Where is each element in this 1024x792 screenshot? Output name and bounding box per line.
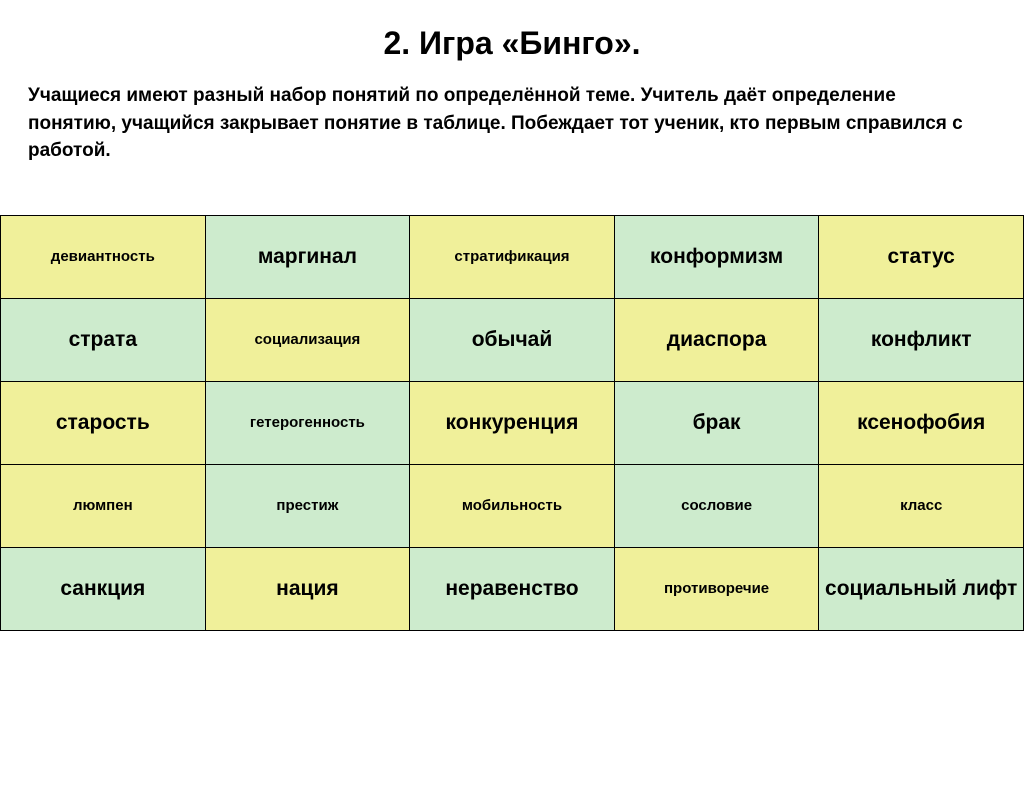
table-row: люмпен престиж мобильность сословие клас… — [1, 464, 1024, 547]
table-cell: противоречие — [614, 547, 819, 630]
table-cell: нация — [205, 547, 410, 630]
page-description: Учащиеся имеют разный набор понятий по о… — [28, 82, 989, 165]
table-cell: девиантность — [1, 215, 206, 298]
table-cell: класс — [819, 464, 1024, 547]
table-cell: мобильность — [410, 464, 615, 547]
table-cell: неравенство — [410, 547, 615, 630]
table-cell: люмпен — [1, 464, 206, 547]
table-cell: сословие — [614, 464, 819, 547]
table-row: страта социализация обычай диаспора конф… — [1, 298, 1024, 381]
table-cell: брак — [614, 381, 819, 464]
table-cell: обычай — [410, 298, 615, 381]
bingo-table: девиантность маргинал стратификация конф… — [0, 215, 1024, 631]
table-row: санкция нация неравенство противоречие с… — [1, 547, 1024, 630]
table-cell: диаспора — [614, 298, 819, 381]
table-cell: ксенофобия — [819, 381, 1024, 464]
table-cell: престиж — [205, 464, 410, 547]
table-cell: стратификация — [410, 215, 615, 298]
table-cell: конформизм — [614, 215, 819, 298]
table-cell: маргинал — [205, 215, 410, 298]
table-cell: санкция — [1, 547, 206, 630]
table-cell: гетерогенность — [205, 381, 410, 464]
table-cell: статус — [819, 215, 1024, 298]
table-row: старость гетерогенность конкуренция брак… — [1, 381, 1024, 464]
table-cell: социализация — [205, 298, 410, 381]
table-row: девиантность маргинал стратификация конф… — [1, 215, 1024, 298]
table-cell: старость — [1, 381, 206, 464]
table-cell: конкуренция — [410, 381, 615, 464]
table-cell: страта — [1, 298, 206, 381]
table-cell: социальный лифт — [819, 547, 1024, 630]
page-title: 2. Игра «Бинго». — [0, 25, 1024, 62]
table-cell: конфликт — [819, 298, 1024, 381]
